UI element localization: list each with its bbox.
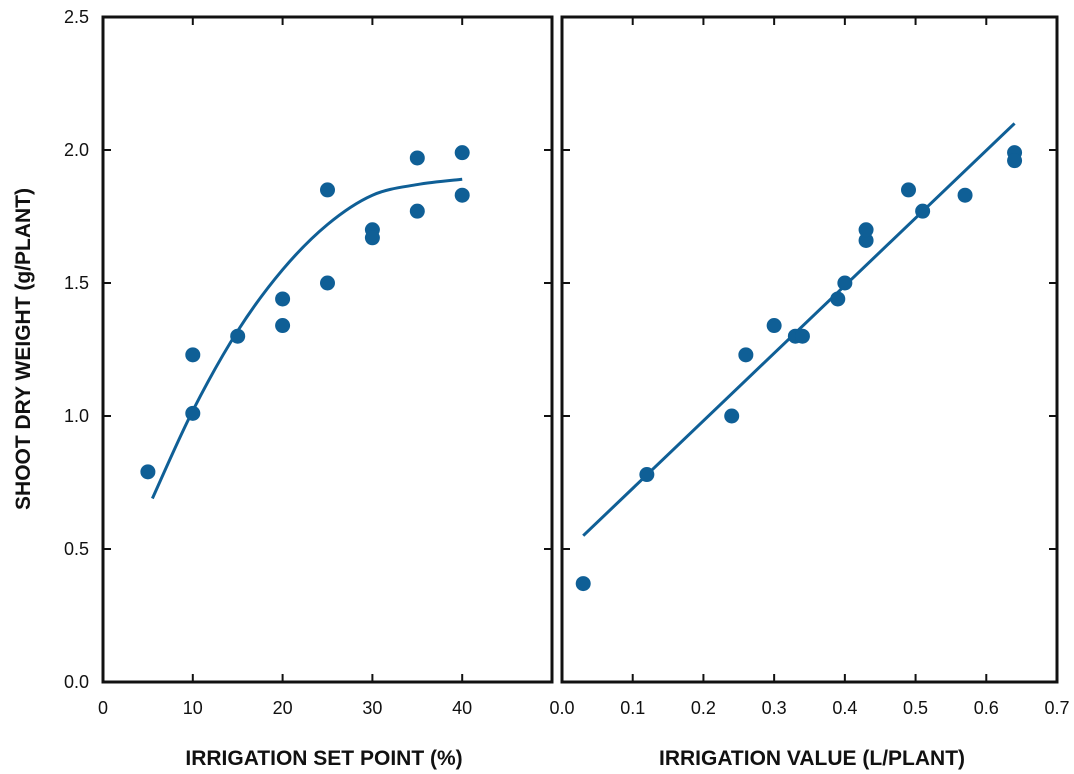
right-x-tick-label: 0.1 xyxy=(620,698,645,718)
right-plot-frame xyxy=(560,15,1059,684)
y-tick-label: 2.0 xyxy=(64,140,89,160)
left-plot-frame xyxy=(101,15,554,684)
right-data-point xyxy=(794,328,810,344)
right-data-point xyxy=(858,222,874,238)
y-tick-label: 1.0 xyxy=(64,406,89,426)
left-fit-line xyxy=(151,177,463,500)
left-data-point xyxy=(320,275,335,291)
y-tick-label: 0.5 xyxy=(64,539,89,559)
left-data-point xyxy=(185,405,201,421)
left-panel: 0 10 20 30 40 0.0 0.5 1.0 1.5 2.0 2.5 xyxy=(64,7,554,718)
right-x-tick-label: 0.7 xyxy=(1044,698,1069,718)
right-x-tick-label: 0.5 xyxy=(903,698,928,718)
left-data-point xyxy=(364,230,380,246)
left-x-tick-label: 30 xyxy=(362,698,382,718)
left-data-point xyxy=(185,347,201,363)
right-data-point xyxy=(766,318,782,334)
left-data-point xyxy=(320,182,335,198)
right-panel: 0.0 0.1 0.2 0.3 0.4 0.5 0.6 0.7 xyxy=(549,15,1070,718)
left-x-tick-label: 10 xyxy=(183,698,203,718)
left-data-point xyxy=(409,150,425,166)
right-data-point xyxy=(1007,153,1023,169)
right-x-axis-title: IRRIGATION VALUE (L/PLANT) xyxy=(659,747,965,770)
left-x-tick-label: 20 xyxy=(273,698,293,718)
right-data-point xyxy=(957,187,973,203)
right-x-tick-label: 0.6 xyxy=(974,698,999,718)
left-data-point xyxy=(275,291,291,307)
right-x-tick-label: 0.3 xyxy=(762,698,787,718)
right-x-tick-label: 0.4 xyxy=(832,698,857,718)
y-axis-title: SHOOT DRY WEIGHT (g/PLANT) xyxy=(12,188,35,510)
right-data-point xyxy=(837,275,853,291)
left-x-tick-label: 40 xyxy=(452,698,472,718)
right-x-tick-label: 0.2 xyxy=(691,698,716,718)
y-tick-label: 2.5 xyxy=(64,7,89,27)
left-data-point xyxy=(140,464,156,480)
y-tick-label: 1.5 xyxy=(64,273,89,293)
left-data-point xyxy=(409,203,425,219)
left-data-point xyxy=(230,328,246,344)
right-data-point xyxy=(915,203,931,219)
right-fit-line xyxy=(582,122,1016,537)
right-data-point xyxy=(639,467,655,483)
right-data-point xyxy=(575,576,591,592)
left-data-point xyxy=(275,318,291,334)
right-data-point xyxy=(738,347,754,363)
y-tick-label: 0.0 xyxy=(64,672,89,692)
right-data-point xyxy=(901,182,916,198)
right-data-point xyxy=(830,291,846,307)
right-data-point xyxy=(858,232,874,248)
left-x-tick-label: 0 xyxy=(98,698,108,718)
left-data-point xyxy=(454,187,470,203)
left-data-point xyxy=(454,145,470,161)
right-data-point xyxy=(724,408,740,424)
left-x-axis-title: IRRIGATION SET POINT (%) xyxy=(185,747,462,770)
right-x-tick-label: 0.0 xyxy=(549,698,574,718)
